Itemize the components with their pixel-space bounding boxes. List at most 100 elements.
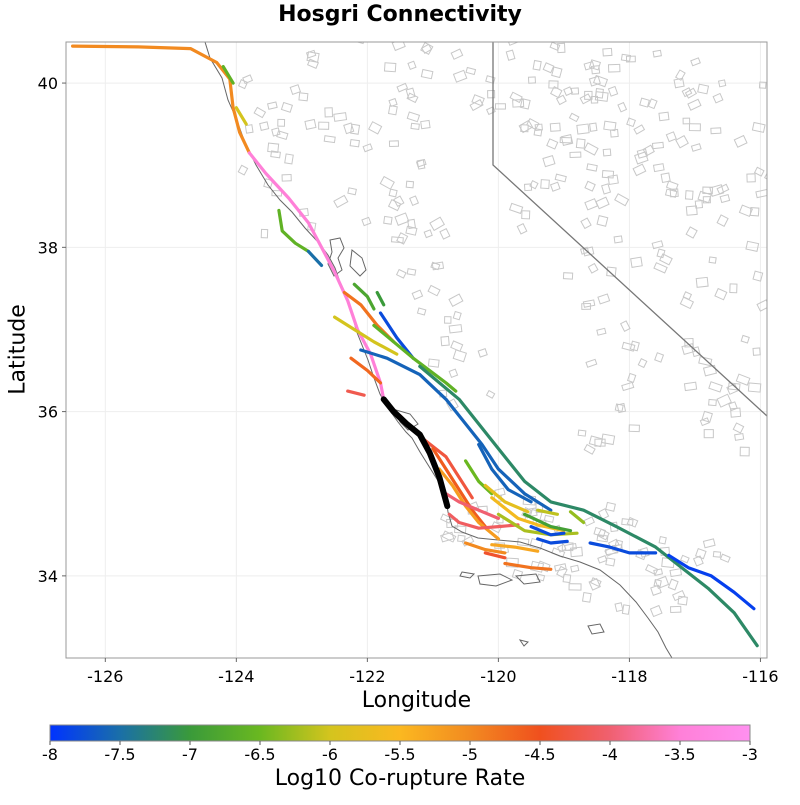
colorbar-tick-label: -4 — [602, 745, 618, 764]
background-fault — [714, 287, 728, 301]
background-fault — [716, 393, 732, 408]
rupture-path — [464, 541, 507, 555]
background-fault — [619, 320, 631, 332]
background-fault — [280, 101, 294, 113]
background-fault — [587, 262, 599, 274]
background-fault — [747, 382, 762, 393]
background-fault — [506, 42, 518, 46]
colorbar-tick-label: -7 — [182, 745, 198, 764]
background-fault — [556, 42, 566, 54]
background-fault — [411, 289, 424, 300]
background-fault — [485, 75, 496, 84]
background-fault — [712, 92, 724, 104]
colorbar — [49, 724, 751, 742]
background-fault — [421, 43, 433, 54]
rupture-path — [375, 290, 386, 307]
background-fault — [651, 141, 665, 150]
background-fault — [548, 80, 559, 89]
rupture-path — [372, 323, 458, 393]
background-fault — [575, 138, 586, 149]
background-fault — [590, 65, 601, 75]
background-fault — [752, 270, 764, 282]
background-fault — [656, 248, 666, 259]
background-fault — [716, 183, 730, 195]
background-fault — [755, 188, 767, 199]
background-fault — [699, 417, 710, 427]
background-fault — [758, 81, 767, 89]
background-fault — [654, 352, 665, 363]
background-fault — [405, 225, 418, 236]
background-fault — [602, 148, 612, 157]
background-fault — [626, 372, 637, 384]
background-fault — [597, 508, 610, 520]
background-fault — [614, 602, 624, 613]
background-fault — [746, 173, 756, 183]
background-fault — [690, 57, 701, 67]
background-fault — [563, 86, 574, 97]
background-fault — [527, 76, 537, 84]
rupture-path — [221, 65, 235, 85]
rupture-path — [306, 249, 324, 267]
background-fault — [516, 222, 528, 235]
background-fault — [324, 107, 334, 118]
background-fault — [665, 131, 677, 143]
background-fault — [753, 166, 765, 177]
background-fault — [388, 97, 398, 108]
background-fault — [583, 443, 596, 455]
background-fault — [554, 173, 567, 183]
background-fault — [597, 293, 611, 305]
background-fault — [605, 557, 616, 567]
background-fault — [580, 217, 592, 230]
rupture-path — [568, 510, 586, 525]
y-tick-label: 34 — [38, 567, 58, 586]
background-fault — [684, 87, 698, 99]
x-axis-label: Longitude — [361, 688, 472, 713]
background-fault — [405, 87, 416, 99]
background-fault — [709, 184, 725, 197]
background-fault — [441, 530, 457, 543]
background-fault — [620, 53, 632, 62]
background-fault — [253, 106, 267, 119]
rupture-path — [464, 459, 494, 496]
background-fault — [518, 119, 534, 134]
plot-frame — [65, 41, 768, 659]
background-fault — [697, 83, 710, 95]
background-fault — [521, 210, 531, 220]
rupture-path — [483, 551, 507, 560]
background-fault — [702, 196, 711, 204]
background-fault — [621, 381, 635, 392]
background-fault — [430, 261, 441, 271]
background-fault — [690, 143, 702, 152]
background-fault — [394, 212, 410, 226]
rupture-path — [588, 541, 658, 555]
background-fault — [685, 205, 698, 216]
background-fault — [644, 563, 659, 576]
background-fault — [584, 198, 599, 211]
background-fault — [463, 16, 473, 25]
background-fault — [633, 124, 646, 135]
background-fault — [667, 578, 679, 591]
background-fault — [710, 127, 722, 135]
background-fault — [406, 268, 417, 276]
background-fault — [745, 240, 760, 252]
background-fault — [621, 341, 636, 352]
x-tick-label: -116 — [742, 667, 778, 686]
background-fault — [607, 63, 621, 73]
background-fault — [368, 121, 383, 135]
background-fault — [396, 82, 409, 93]
background-fault — [534, 123, 543, 132]
background-fault — [671, 589, 686, 602]
background-fault — [673, 77, 685, 89]
background-fault — [679, 296, 695, 310]
background-fault — [637, 357, 648, 369]
background-fault — [477, 348, 488, 358]
background-fault — [277, 118, 286, 127]
rupture-path — [352, 282, 376, 311]
rupture-path — [349, 356, 383, 385]
background-fault — [448, 293, 464, 308]
background-fault — [405, 180, 415, 189]
background-fault — [597, 555, 608, 564]
colorbar-tick-label: -6.5 — [244, 745, 275, 764]
background-fault — [601, 170, 615, 179]
